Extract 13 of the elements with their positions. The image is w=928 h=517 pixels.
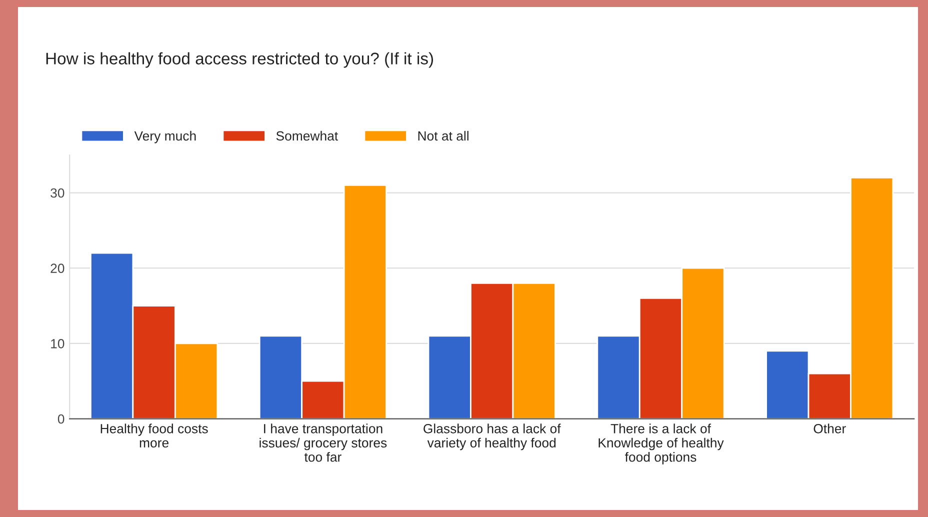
y-tick-label: 30 xyxy=(50,188,64,198)
legend-label: Not at all xyxy=(418,130,468,141)
legend-label: Somewhat xyxy=(276,130,338,141)
y-tick-label: 10 xyxy=(51,339,64,348)
x-tick-label: Healthy food costs more xyxy=(100,424,208,448)
x-tick-label: Other xyxy=(814,424,846,434)
y-tick-label: 20 xyxy=(50,264,64,274)
x-tick-label: There is a lack of Knowledge of healthy food options xyxy=(598,424,724,464)
y-tick-label: 0 xyxy=(58,414,64,424)
x-tick-label: Glassboro has a lack of variety of healthy food xyxy=(424,424,561,450)
x-tick-label: I have transportation issues/ grocery stores too far xyxy=(260,424,387,462)
chart-title: How is healthy food access restricted to you? (If it is) xyxy=(46,52,434,68)
legend-label: Very much xyxy=(134,130,196,144)
